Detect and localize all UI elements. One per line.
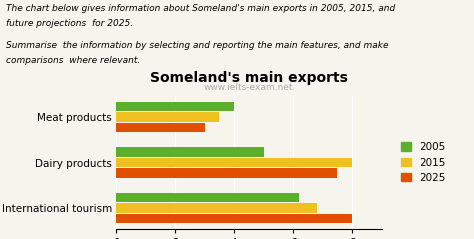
Text: future projections  for 2025.: future projections for 2025.	[6, 19, 133, 28]
Bar	[116, 214, 352, 223]
Bar	[116, 193, 299, 202]
Legend: 2005, 2015, 2025: 2005, 2015, 2025	[397, 139, 449, 186]
Bar	[116, 203, 317, 213]
Text: comparisons  where relevant.: comparisons where relevant.	[6, 56, 140, 65]
Bar	[116, 168, 337, 178]
Bar	[116, 112, 219, 122]
Text: The chart below gives information about Someland's main exports in 2005, 2015, a: The chart below gives information about …	[6, 4, 395, 13]
Text: Summarise  the information by selecting and reporting the main features, and mak: Summarise the information by selecting a…	[6, 41, 389, 50]
Bar	[116, 123, 205, 132]
Bar	[116, 158, 352, 167]
Bar	[116, 102, 234, 111]
Bar	[116, 147, 264, 157]
Text: www.ielts-exam.net: www.ielts-exam.net	[204, 83, 293, 92]
Title: Someland's main exports: Someland's main exports	[150, 71, 348, 85]
